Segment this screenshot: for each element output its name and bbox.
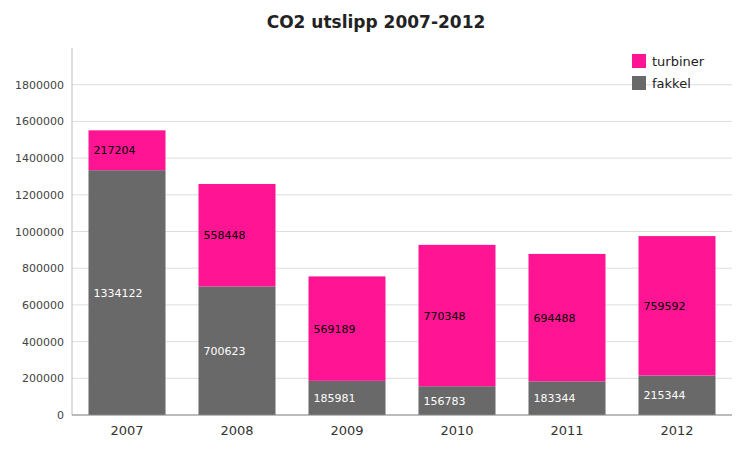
bar-segment <box>199 286 276 415</box>
grid-line <box>72 121 732 122</box>
y-tick-label: 800000 <box>22 262 64 275</box>
grid-line <box>72 194 732 195</box>
x-tick-label: 2008 <box>220 423 253 438</box>
grid-line <box>72 378 732 379</box>
grid-line <box>72 268 732 269</box>
x-tick-label: 2009 <box>330 423 363 438</box>
x-tick-label: 2011 <box>550 423 583 438</box>
x-tick-label: 2007 <box>110 423 143 438</box>
y-tick-labels: 0 200000 400000 600000 800000 1000000 1200000 1… <box>15 79 64 422</box>
grid-line <box>72 231 732 232</box>
x-tick-label: 2012 <box>660 423 693 438</box>
bars <box>89 130 716 415</box>
data-label: 183344 <box>534 392 576 405</box>
grid-line <box>72 158 732 159</box>
grid <box>72 85 732 415</box>
bar-segment <box>89 170 166 415</box>
data-labels: 1334122 700623 185981 156783 183344 215344 217… <box>94 144 686 407</box>
data-label: 215344 <box>644 389 686 402</box>
grid-line <box>72 415 732 416</box>
bar-segment <box>309 381 386 415</box>
data-label: 759592 <box>644 300 686 313</box>
title: CO2 utslipp 2007-2012 <box>267 12 486 32</box>
legend-swatch <box>632 76 646 90</box>
x-tick-label: 2010 <box>440 423 473 438</box>
y-tick-label: 1200000 <box>15 189 64 202</box>
chart-svg: CO2 utslipp 2007-2012 0 200000 400000 600000… <box>0 0 752 451</box>
data-label: 156783 <box>424 395 466 408</box>
grid-line <box>72 341 732 342</box>
data-label: 770348 <box>424 310 466 323</box>
y-tick-label: 1400000 <box>15 152 64 165</box>
data-label: 558448 <box>204 229 246 242</box>
bar-segment <box>419 245 496 386</box>
y-axis-line <box>72 48 73 415</box>
legend-label: fakkel <box>652 76 691 91</box>
x-tick-labels: 2007 2008 2009 2010 2011 2012 <box>110 423 693 438</box>
data-label: 569189 <box>314 323 356 336</box>
y-tick-label: 1800000 <box>15 79 64 92</box>
chart-container: CO2 utslipp 2007-2012 0 200000 400000 600000… <box>0 0 752 451</box>
y-tick-label: 200000 <box>22 372 64 385</box>
legend-label: turbiner <box>652 54 705 69</box>
y-tick-label: 0 <box>57 409 64 422</box>
legend: turbiner fakkel <box>632 54 705 91</box>
bar-segment <box>529 254 606 381</box>
bar-segment <box>639 236 716 375</box>
bar-segment <box>309 276 386 380</box>
bar-segment <box>529 381 606 415</box>
data-label: 1334122 <box>94 287 143 300</box>
y-tick-label: 400000 <box>22 336 64 349</box>
data-label: 700623 <box>204 345 246 358</box>
grid-line <box>72 304 732 305</box>
data-label: 694488 <box>534 312 576 325</box>
x-axis-line <box>72 415 732 416</box>
y-tick-label: 1000000 <box>15 226 64 239</box>
y-tick-label: 600000 <box>22 299 64 312</box>
data-label: 185981 <box>314 392 356 405</box>
legend-swatch <box>632 54 646 68</box>
bar-segment <box>199 184 276 286</box>
bar-segment <box>419 386 496 415</box>
bar-segment <box>639 375 716 415</box>
bar-segment <box>89 130 166 170</box>
y-tick-label: 1600000 <box>15 115 64 128</box>
data-label: 217204 <box>94 144 136 157</box>
